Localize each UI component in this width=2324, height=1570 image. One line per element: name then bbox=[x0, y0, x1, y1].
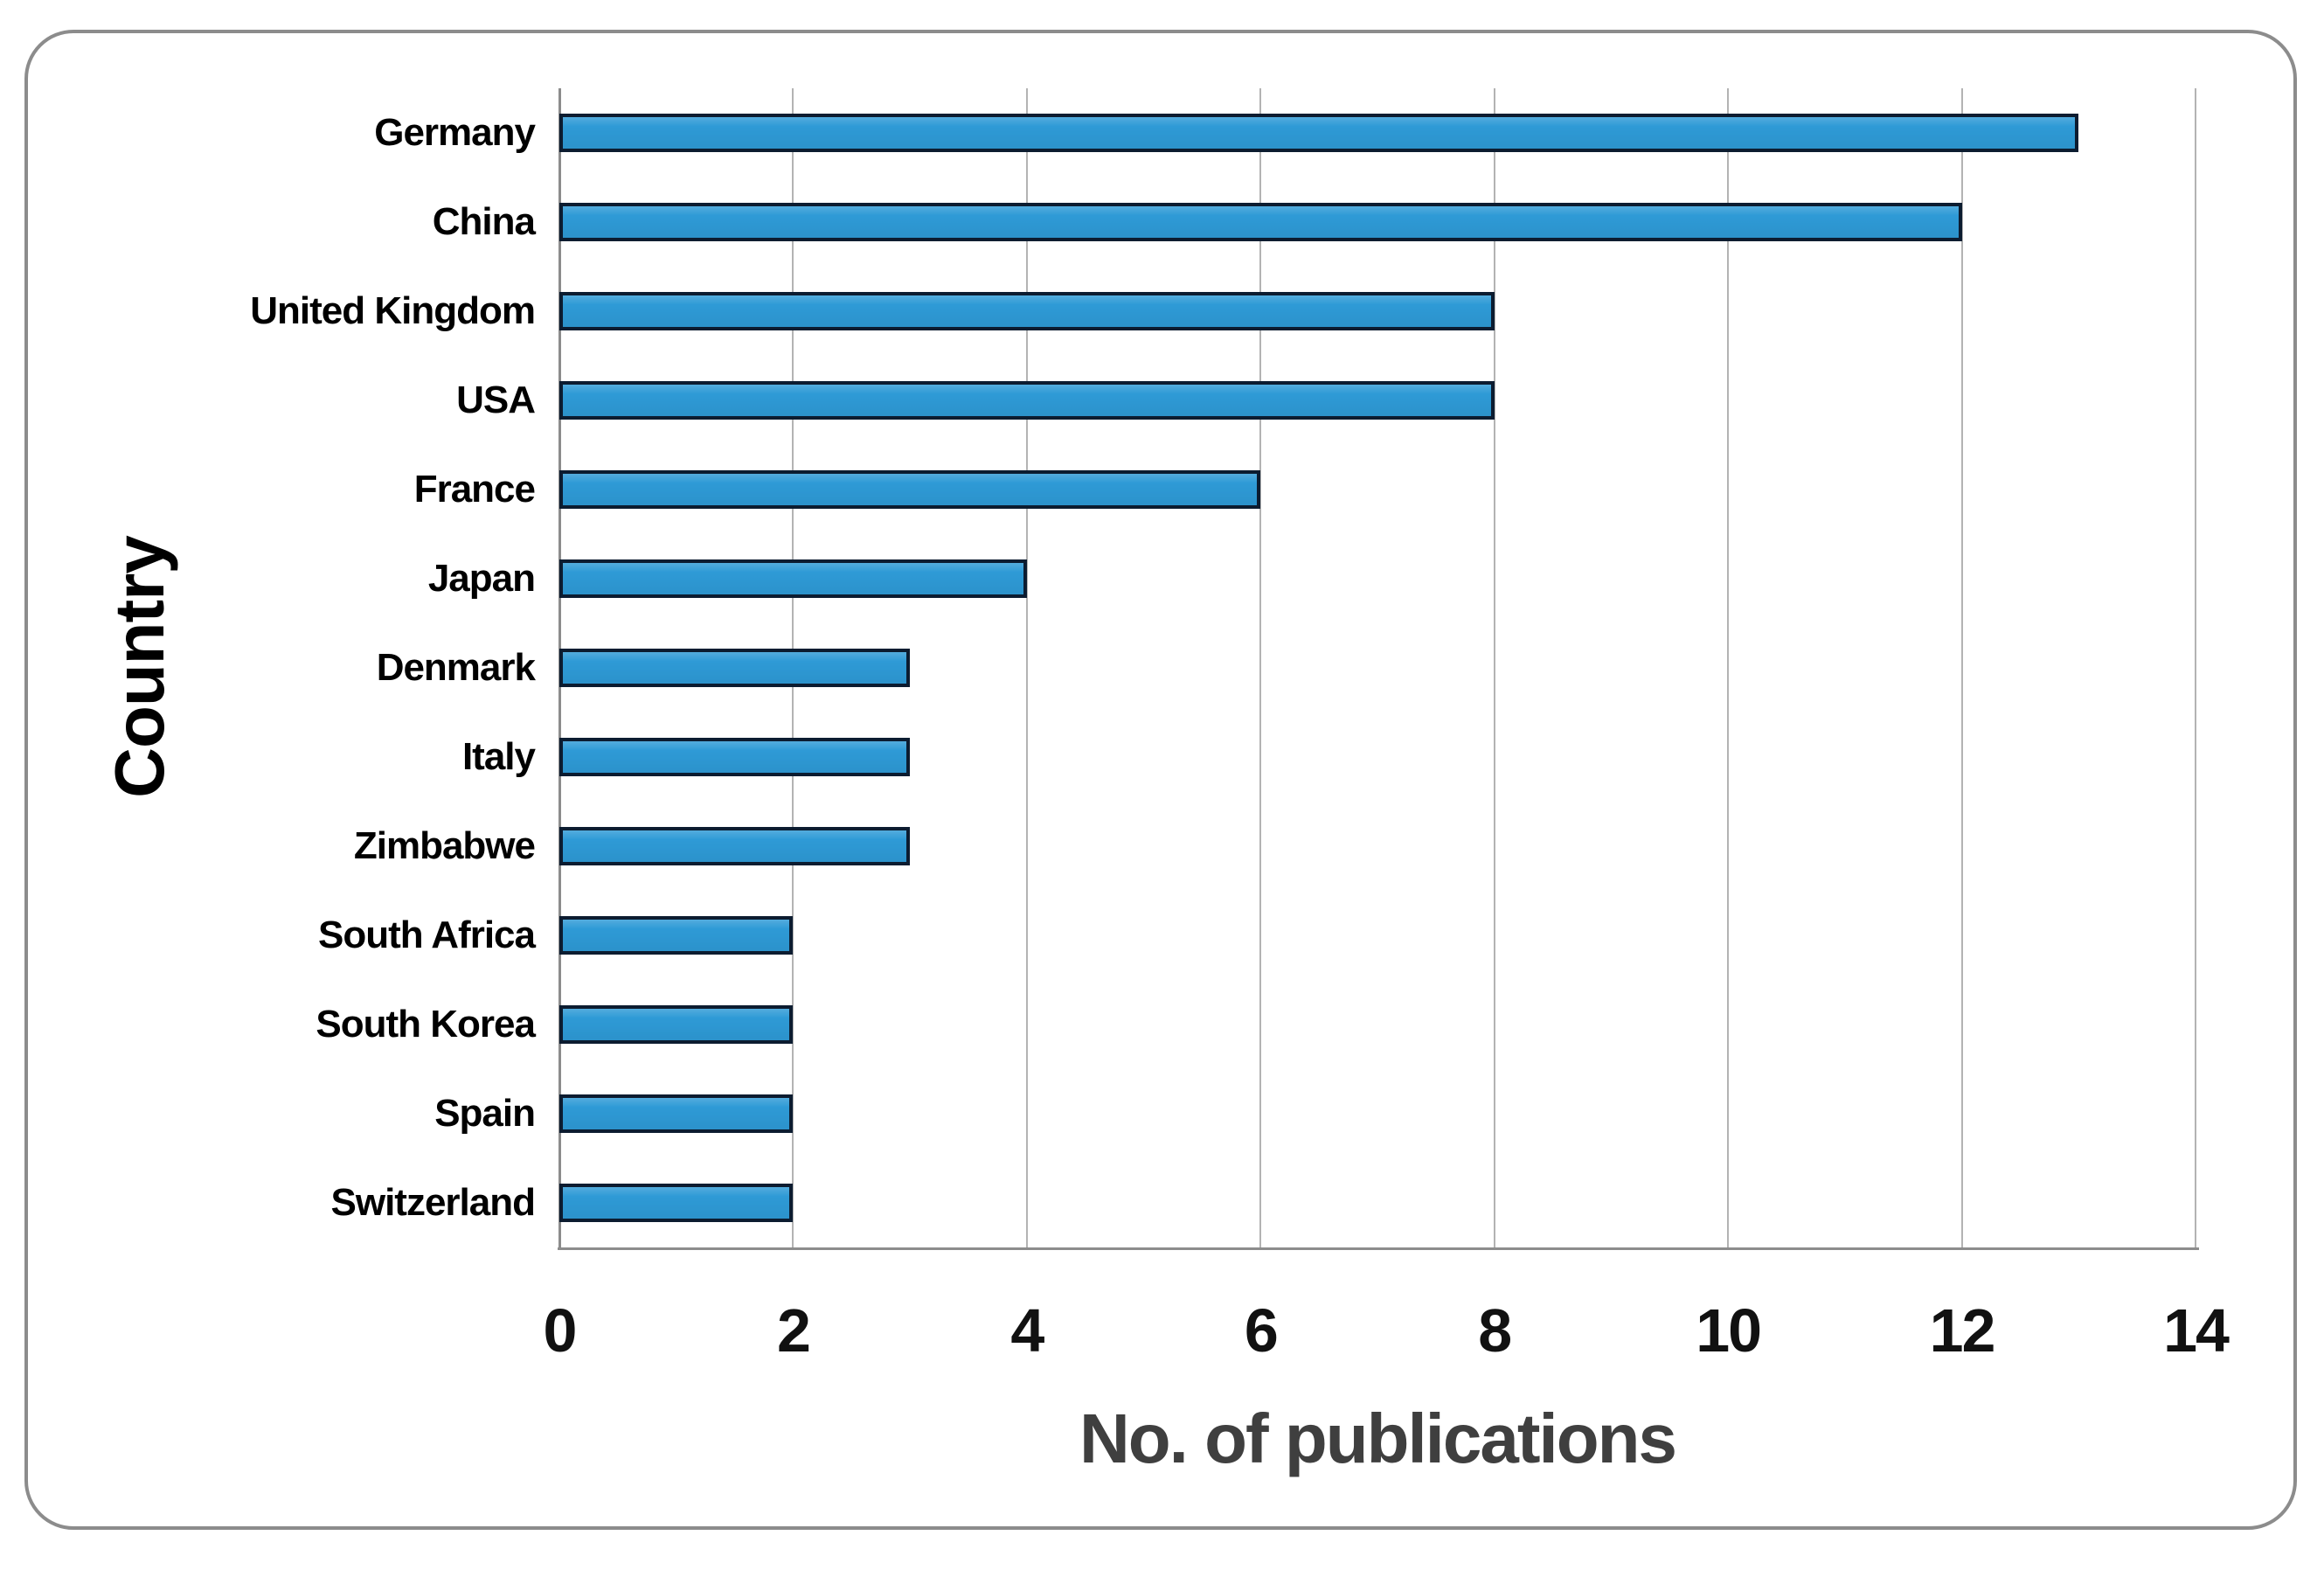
category-label-spain: Spain bbox=[434, 1092, 536, 1135]
category-label-zimbabwe: Zimbabwe bbox=[353, 824, 536, 867]
bar-usa bbox=[559, 381, 1495, 420]
tick-label-x-8: 8 bbox=[1478, 1296, 1512, 1365]
gridline-x-8 bbox=[1493, 88, 1495, 1247]
y-axis-title: Country bbox=[101, 536, 178, 798]
tick-label-x-14: 14 bbox=[2163, 1296, 2230, 1365]
category-label-italy: Italy bbox=[461, 735, 536, 778]
figure-frame bbox=[24, 30, 2297, 1530]
tick-label-x-4: 4 bbox=[1010, 1296, 1044, 1365]
bar-south-africa bbox=[559, 916, 794, 955]
category-label-switzerland: Switzerland bbox=[330, 1181, 537, 1224]
category-label-france: France bbox=[413, 468, 536, 511]
tick-label-x-12: 12 bbox=[1929, 1296, 1996, 1365]
bar-denmark bbox=[559, 649, 911, 687]
bar-france bbox=[559, 470, 1261, 509]
gridline-x-10 bbox=[1727, 88, 1730, 1247]
gridline-x-4 bbox=[1025, 88, 1028, 1247]
tick-label-x-10: 10 bbox=[1696, 1296, 1762, 1365]
category-label-south-korea: South Korea bbox=[316, 1003, 536, 1046]
gridline-x-12 bbox=[1960, 88, 1963, 1247]
bar-zimbabwe bbox=[559, 827, 911, 865]
x-axis-line bbox=[558, 1247, 2199, 1250]
gridline-x-14 bbox=[2195, 88, 2196, 1247]
bar-spain bbox=[559, 1094, 794, 1133]
bar-united-kingdom bbox=[559, 292, 1495, 330]
bar-switzerland bbox=[559, 1184, 794, 1222]
tick-label-x-0: 0 bbox=[543, 1296, 578, 1365]
category-label-japan: Japan bbox=[427, 557, 536, 600]
tick-label-x-6: 6 bbox=[1244, 1296, 1279, 1365]
category-label-united-kingdom: United Kingdom bbox=[250, 289, 536, 332]
category-label-denmark: Denmark bbox=[376, 646, 536, 689]
category-label-usa: USA bbox=[456, 379, 536, 421]
x-axis-title: No. of publications bbox=[1079, 1400, 1677, 1477]
gridline-x-6 bbox=[1259, 88, 1262, 1247]
category-label-germany: Germany bbox=[374, 111, 536, 154]
tick-label-x-2: 2 bbox=[776, 1296, 811, 1365]
bar-italy bbox=[559, 738, 911, 776]
category-label-china: China bbox=[432, 200, 536, 243]
bar-japan bbox=[559, 559, 1027, 598]
bar-south-korea bbox=[559, 1005, 794, 1044]
category-label-south-africa: South Africa bbox=[318, 914, 536, 956]
bar-germany bbox=[559, 114, 2079, 152]
bar-china bbox=[559, 203, 1962, 241]
